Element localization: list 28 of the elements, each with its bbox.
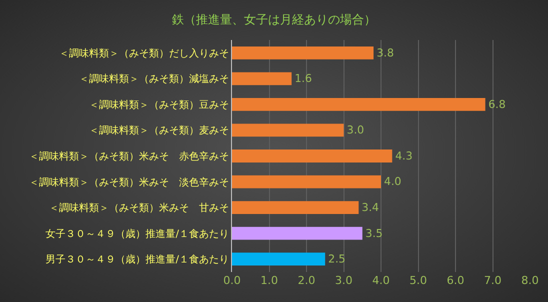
y-tick-label: ＜調味料類＞（みそ類）麦みそ (89, 124, 229, 137)
data-label: 1.6 (294, 72, 312, 86)
chart-title: 鉄（推進量、女子は月経ありの場合） (172, 12, 376, 26)
x-tick-label: 1.0 (260, 274, 278, 287)
y-tick-label: ＜調味料類＞（みそ類）米みそ 赤色辛みそ (29, 150, 229, 162)
x-tick-label: 7.0 (484, 274, 502, 287)
y-tick-label: ＜調味料類＞（みそ類）米みそ 淡色辛みそ (29, 176, 229, 188)
data-label: 4.3 (395, 149, 413, 162)
y-tick-label: 男子３０～４９（歳）推進量/１食あたり (46, 254, 229, 266)
data-label: 3.5 (365, 226, 383, 240)
x-tick-label: 3.0 (335, 274, 352, 287)
x-tick-label: 5.0 (410, 274, 427, 287)
data-label: 3.4 (362, 201, 380, 214)
x-tick-label: 0.0 (223, 274, 241, 287)
x-tick-label: 8.0 (521, 274, 539, 287)
y-tick-label: ＜調味料類＞（みそ類）減塩みそ (79, 73, 229, 86)
data-label: 3.0 (346, 124, 364, 137)
y-tick-label: 女子３０～４９（歳）推進量/１食あたり (46, 228, 229, 240)
y-tick-label: ＜調味料類＞（みそ類）だし入りみそ (59, 47, 229, 60)
y-tick-label: ＜調味料類＞（みそ類）豆みそ (89, 98, 229, 111)
data-label: 2.5 (328, 252, 346, 266)
y-tick-label: ＜調味料類＞（みそ類）米みそ 甘みそ (49, 202, 229, 214)
data-label: 3.8 (376, 46, 394, 60)
data-label: 6.8 (488, 98, 506, 111)
x-tick-label: 2.0 (298, 274, 316, 287)
x-tick-label: 6.0 (446, 274, 464, 287)
data-label: 4.0 (384, 175, 402, 188)
x-tick-label: 4.0 (372, 274, 390, 287)
